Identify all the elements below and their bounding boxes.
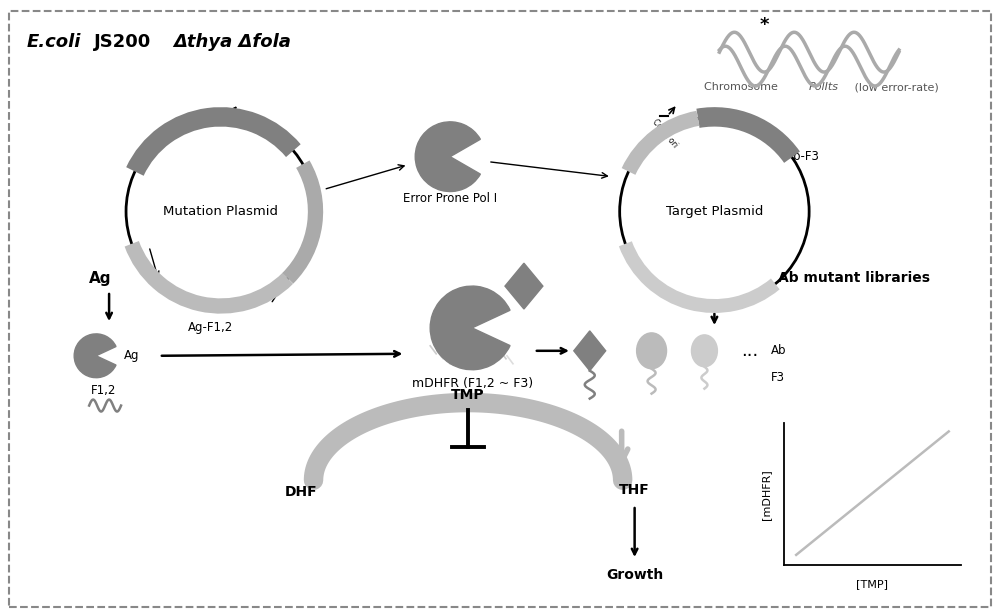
Text: Mutation Plasmid: Mutation Plasmid xyxy=(163,205,278,218)
Text: JS200: JS200 xyxy=(94,33,158,51)
Text: F1,2: F1,2 xyxy=(91,384,117,397)
Ellipse shape xyxy=(691,335,717,367)
Polygon shape xyxy=(574,331,606,371)
Text: Δthya Δfola: Δthya Δfola xyxy=(173,33,291,51)
Text: Error Prone Pol I: Error Prone Pol I xyxy=(403,192,497,205)
Wedge shape xyxy=(74,334,116,378)
Text: TMP: TMP xyxy=(451,387,485,402)
Text: Ag: Ag xyxy=(124,349,140,362)
Wedge shape xyxy=(430,286,510,370)
Text: PolIts: PolIts xyxy=(809,82,839,92)
Text: mDHFR (F1,2 ~ F3): mDHFR (F1,2 ~ F3) xyxy=(412,377,533,390)
Text: F3: F3 xyxy=(771,371,785,384)
Text: *: * xyxy=(760,16,769,34)
Text: [TMP]: [TMP] xyxy=(856,579,888,589)
Text: Target Plasmid: Target Plasmid xyxy=(666,205,763,218)
Text: (low error-rate): (low error-rate) xyxy=(851,82,939,92)
Text: DHF: DHF xyxy=(285,485,318,499)
Text: Ab-F3: Ab-F3 xyxy=(786,150,820,163)
Text: Ag: Ag xyxy=(89,270,112,286)
Text: THF: THF xyxy=(619,483,650,497)
Text: Ab mutant libraries: Ab mutant libraries xyxy=(778,271,930,285)
Text: Ag-F1,2: Ag-F1,2 xyxy=(188,322,233,334)
Text: ...: ... xyxy=(741,342,759,360)
Text: Chromosome: Chromosome xyxy=(704,82,782,92)
Text: ColE1 ori: ColE1 ori xyxy=(651,118,680,150)
Ellipse shape xyxy=(637,333,667,369)
Polygon shape xyxy=(505,263,543,309)
Text: Growth: Growth xyxy=(606,568,663,582)
Wedge shape xyxy=(415,122,480,192)
Text: Ab: Ab xyxy=(771,344,787,357)
Text: [mDHFR]: [mDHFR] xyxy=(761,469,771,519)
Text: E.coli: E.coli xyxy=(26,33,81,51)
